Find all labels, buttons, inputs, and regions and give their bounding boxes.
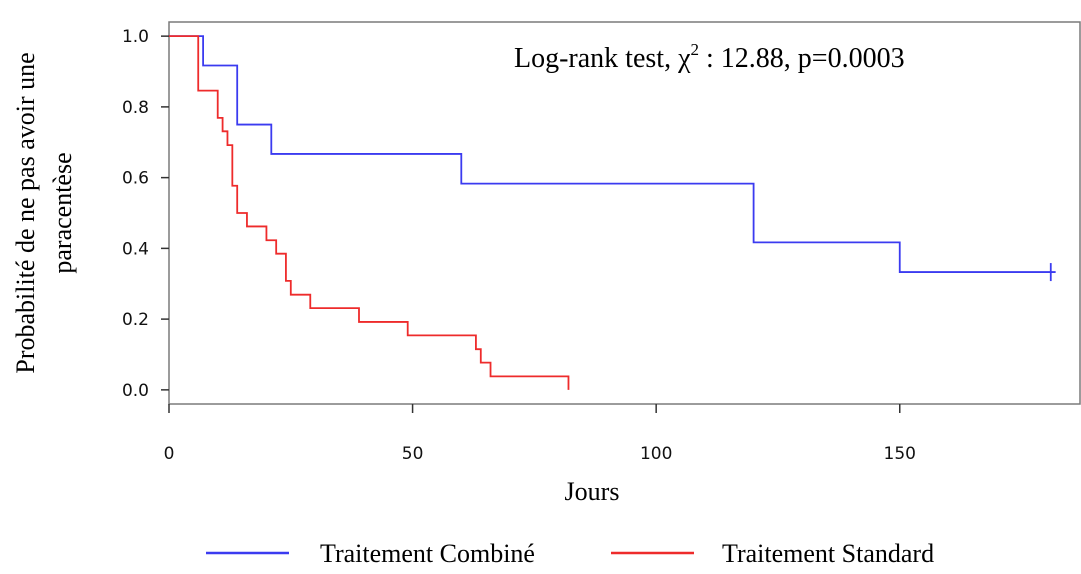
- annotation-suffix: : 12.88, p=0.0003: [699, 43, 905, 74]
- x-tick-label-2: 100: [640, 444, 672, 464]
- annotation-chi: χ: [677, 43, 691, 74]
- x-tick-label-1: 50: [402, 444, 424, 464]
- x-axis: 0 50 100 150: [164, 404, 916, 464]
- series-line-1: [169, 35, 570, 390]
- legend-label-standard: Traitement Standard: [722, 539, 934, 568]
- legend: Traitement Combiné Traitement Standard: [206, 539, 934, 568]
- series-line-0: [169, 35, 1056, 273]
- x-tick-label-3: 150: [884, 444, 916, 464]
- y-tick-label-1: 0.2: [122, 310, 149, 330]
- y-tick-label-4: 0.8: [122, 98, 149, 118]
- x-tick-label-0: 0: [164, 444, 175, 464]
- y-tick-label-3: 0.6: [122, 169, 149, 189]
- y-axis-label-line2: paracentèse: [48, 152, 77, 273]
- legend-label-combine: Traitement Combiné: [320, 539, 535, 568]
- series-group: [169, 35, 1056, 390]
- plot-area: [168, 21, 1081, 405]
- y-tick-label-5: 1.0: [122, 27, 149, 47]
- x-axis-label: Jours: [565, 477, 620, 506]
- y-tick-label-0: 0.0: [122, 381, 149, 401]
- y-axis-label-line1: Probabilité de ne pas avoir une: [11, 52, 40, 373]
- logrank-annotation: Log-rank test, χ2 : 12.88, p=0.0003: [514, 40, 905, 74]
- annotation-superscript: 2: [691, 40, 700, 59]
- annotation-prefix: Log-rank test,: [514, 43, 678, 74]
- y-axis: 0.0 0.2 0.4 0.6 0.8 1.0: [122, 27, 169, 401]
- y-tick-label-2: 0.4: [122, 239, 149, 259]
